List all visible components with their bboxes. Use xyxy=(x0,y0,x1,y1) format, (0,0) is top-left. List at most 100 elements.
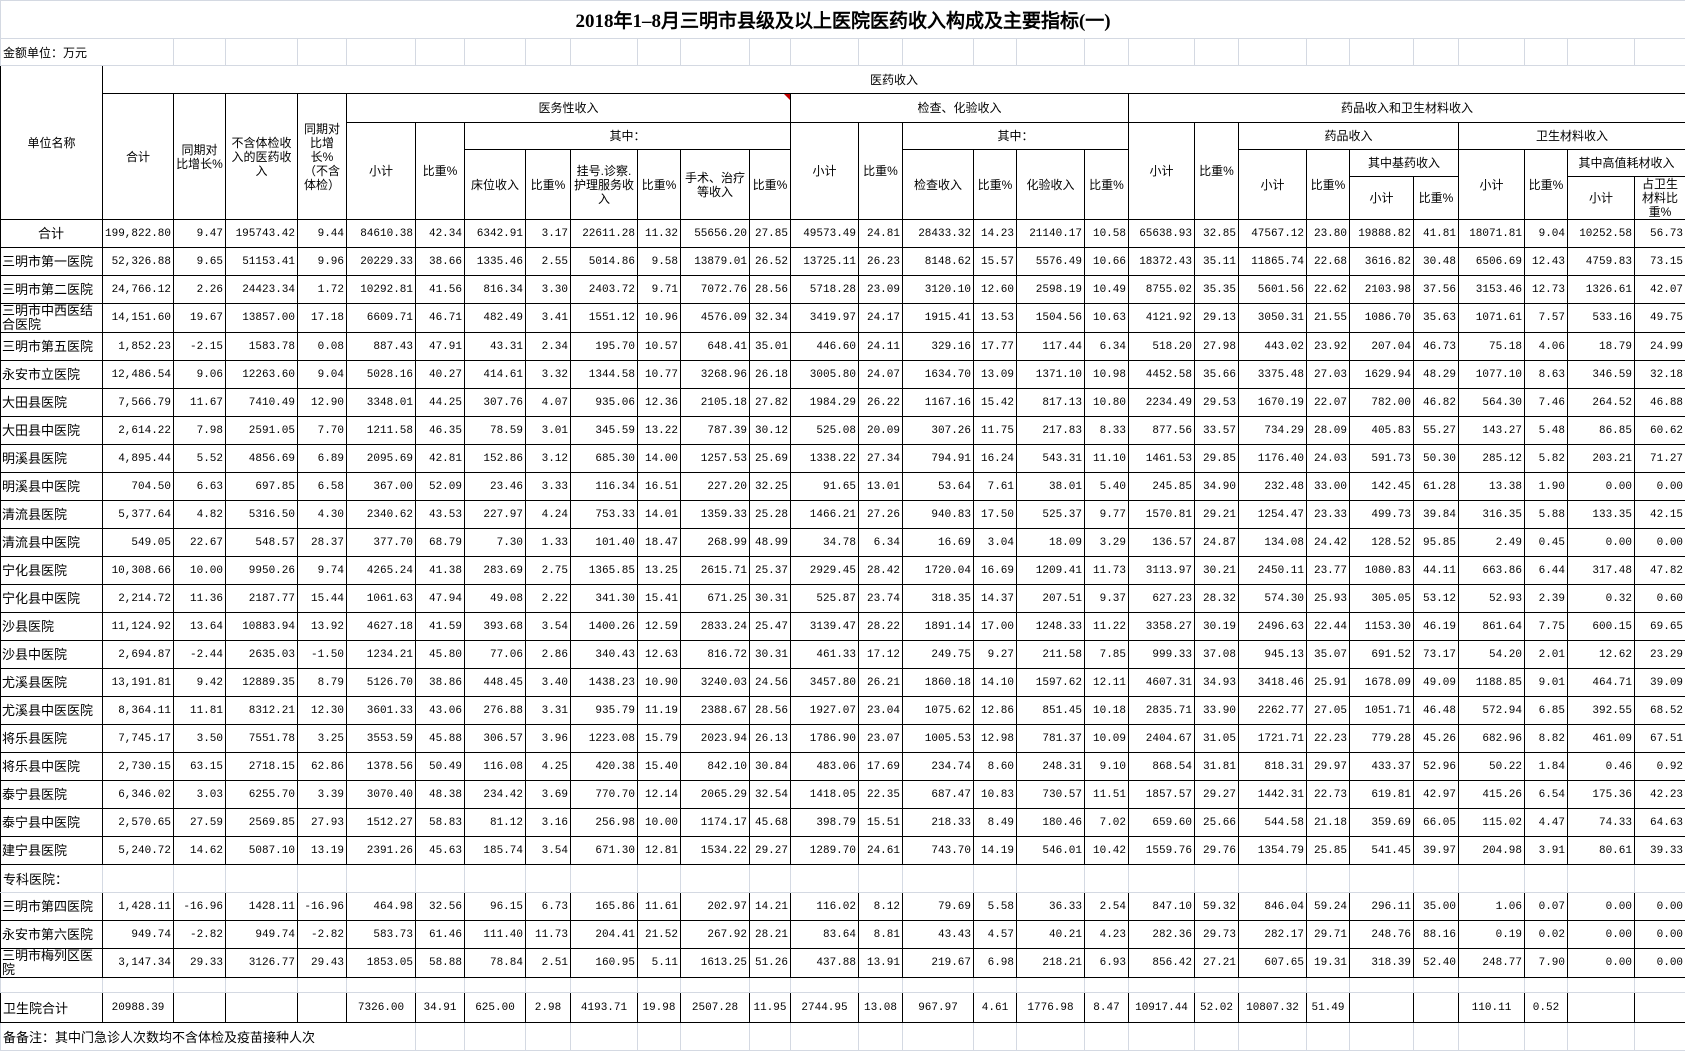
table-cell: 21140.17 xyxy=(1016,219,1085,248)
table-cell: 133.35 xyxy=(1567,500,1635,529)
table-cell: 1418.05 xyxy=(790,780,859,809)
table-cell: 7.70 xyxy=(297,416,347,445)
table-cell: 619.81 xyxy=(1349,780,1414,809)
table-row: 三明市第一医院 52,326.88 9.65 51153.41 9.96 20229.33… xyxy=(0,247,1685,276)
table-cell: 68.79 xyxy=(415,528,465,557)
table-cell: 6506.69 xyxy=(1458,247,1525,276)
table-cell: 12,486.54 xyxy=(102,360,174,389)
table-cell: 1378.56 xyxy=(346,752,416,781)
comment-marker-icon[interactable] xyxy=(784,94,790,100)
empty-cell xyxy=(415,1022,465,1051)
table-cell: 7326.00 xyxy=(346,992,416,1023)
table-cell: 28433.32 xyxy=(902,219,974,248)
table-cell: 6.89 xyxy=(297,444,347,473)
table-cell: 4452.58 xyxy=(1128,360,1195,389)
group-exam-lab: 检查、化验收入 xyxy=(790,93,1129,123)
table-cell: 9.04 xyxy=(297,360,347,389)
empty-cell xyxy=(1016,977,1085,993)
table-cell: 10.57 xyxy=(637,332,681,361)
empty-cell xyxy=(525,864,571,893)
table-cell: 71.27 xyxy=(1633,444,1685,473)
table-cell: 868.54 xyxy=(1128,752,1195,781)
table-row: 建宁县医院 5,240.72 14.62 5087.10 13.19 2391.26 45.… xyxy=(0,836,1685,865)
table-cell: 11.22 xyxy=(1084,612,1129,641)
table-cell: 52.09 xyxy=(415,472,465,501)
table-cell: 6.54 xyxy=(1524,780,1568,809)
table-cell: 43.31 xyxy=(464,332,526,361)
empty-cell xyxy=(973,1022,1017,1051)
table-cell: 35.66 xyxy=(1194,360,1239,389)
table-cell: 32.18 xyxy=(1633,360,1685,389)
note-row: 备备注：其中门急诊人次数均不含体检及疫苗接种人次 xyxy=(0,1022,1685,1051)
table-cell: 3553.59 xyxy=(346,724,416,753)
empty-cell xyxy=(1524,977,1568,993)
col-surgery-ratio: 比重% xyxy=(749,149,791,220)
table-cell: 202.97 xyxy=(680,892,750,921)
table-cell: 842.10 xyxy=(680,752,750,781)
empty-cell xyxy=(1524,1022,1568,1051)
table-cell: 3005.80 xyxy=(790,360,859,389)
table-cell: 398.79 xyxy=(790,808,859,837)
empty-cell xyxy=(790,1022,859,1051)
table-cell: 52.40 xyxy=(1413,948,1459,978)
table-cell: 525.37 xyxy=(1016,500,1085,529)
empty-cell xyxy=(297,864,347,893)
table-cell: 782.00 xyxy=(1349,388,1414,417)
empty-cell xyxy=(749,864,791,893)
table-cell: 1326.61 xyxy=(1567,275,1635,304)
table-cell: 234.42 xyxy=(464,780,526,809)
table-cell: 12.86 xyxy=(973,696,1017,725)
table-cell: 7.90 xyxy=(1524,948,1568,978)
table-cell: 23.80 xyxy=(1306,219,1350,248)
empty-cell xyxy=(858,38,903,66)
table-cell: 111.40 xyxy=(464,920,526,949)
table-cell: 17.00 xyxy=(973,612,1017,641)
table-cell: 25.47 xyxy=(749,612,791,641)
table-cell: 11.51 xyxy=(1084,780,1129,809)
table-cell: 392.55 xyxy=(1567,696,1635,725)
table-cell: 32.56 xyxy=(415,892,465,921)
empty-cell xyxy=(680,1022,750,1051)
table-cell: 18.47 xyxy=(637,528,681,557)
group-exam-of-which: 其中： xyxy=(902,122,1129,150)
table-cell: 15.40 xyxy=(637,752,681,781)
table-cell: 9.04 xyxy=(1524,219,1568,248)
empty-cell xyxy=(858,977,903,993)
empty-cell xyxy=(1128,977,1195,993)
table-cell: 165.86 xyxy=(570,892,638,921)
table-cell: 3.01 xyxy=(525,416,571,445)
group-medical-service: 医务性收入 xyxy=(346,93,791,123)
table-cell: 305.05 xyxy=(1349,584,1414,613)
table-cell: 46.35 xyxy=(415,416,465,445)
table-cell: 48.99 xyxy=(749,528,791,557)
table-cell: 318.35 xyxy=(902,584,974,613)
table-cell: 5316.50 xyxy=(225,500,298,529)
table-cell: 26.23 xyxy=(858,247,903,276)
table-cell: 245.85 xyxy=(1128,472,1195,501)
table-cell: 61.28 xyxy=(1413,472,1459,501)
row-name: 沙县中医院 xyxy=(0,640,103,669)
table-cell: 734.29 xyxy=(1238,416,1307,445)
table-cell: 564.30 xyxy=(1458,388,1525,417)
empty-cell xyxy=(102,977,174,993)
table-cell: 73.15 xyxy=(1633,247,1685,276)
table-cell: 1570.81 xyxy=(1128,500,1195,529)
table-cell: 128.52 xyxy=(1349,528,1414,557)
table-row: 永安市立医院 12,486.54 9.06 12263.60 9.04 5028.16 40… xyxy=(0,360,1685,389)
table-cell: 19.98 xyxy=(637,992,681,1023)
table-cell: 2.39 xyxy=(1524,584,1568,613)
table-cell: 34.90 xyxy=(1194,472,1239,501)
table-cell: 45.88 xyxy=(415,724,465,753)
table-cell: 74.33 xyxy=(1567,808,1635,837)
table-cell: 533.16 xyxy=(1567,303,1635,333)
table-cell: 935.06 xyxy=(570,388,638,417)
table-cell: 31.05 xyxy=(1194,724,1239,753)
table-cell: 6.63 xyxy=(173,472,226,501)
table-cell: 29.76 xyxy=(1194,836,1239,865)
table-cell: 10.42 xyxy=(1084,836,1129,865)
table-cell: 10.77 xyxy=(637,360,681,389)
table-cell: 2262.77 xyxy=(1238,696,1307,725)
empty-cell xyxy=(1238,977,1307,993)
col-exam: 检查收入 xyxy=(902,149,974,220)
table-cell: 2.54 xyxy=(1084,892,1129,921)
